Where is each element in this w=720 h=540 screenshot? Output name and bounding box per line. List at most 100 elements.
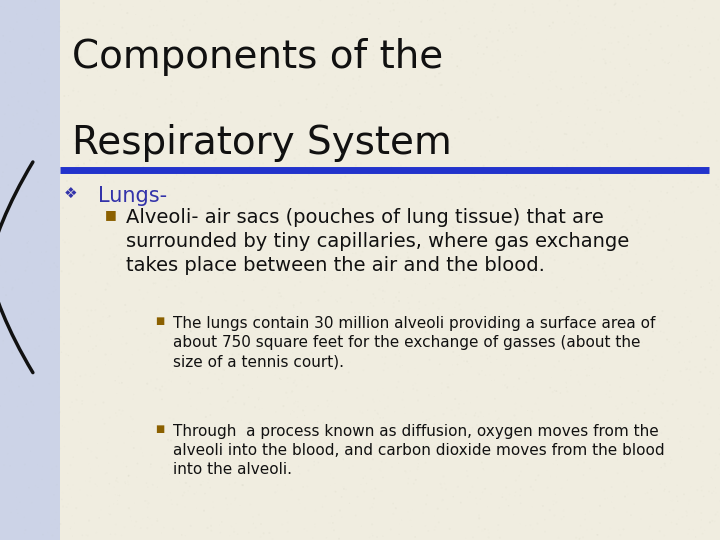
Point <box>597 45 608 53</box>
Point <box>600 390 612 399</box>
Point <box>133 80 145 89</box>
Point <box>559 366 571 374</box>
Point <box>204 483 216 492</box>
Point <box>475 90 487 99</box>
Point <box>18 355 30 364</box>
Point <box>662 407 673 415</box>
Point <box>251 440 263 448</box>
Point <box>100 303 112 312</box>
Point <box>476 43 487 52</box>
Point <box>639 134 650 143</box>
Point <box>474 193 486 202</box>
Point <box>665 103 676 112</box>
Point <box>564 441 576 450</box>
Point <box>17 167 29 176</box>
Point <box>320 331 331 340</box>
Point <box>12 402 23 411</box>
Point <box>119 231 130 240</box>
Point <box>377 353 388 361</box>
Point <box>36 260 48 268</box>
Point <box>662 335 673 344</box>
Point <box>62 28 73 36</box>
Point <box>153 69 164 77</box>
Point <box>161 125 172 134</box>
Point <box>628 281 639 290</box>
Point <box>318 321 329 330</box>
Point <box>397 87 408 96</box>
Point <box>357 188 369 197</box>
Point <box>20 96 32 105</box>
Point <box>519 165 531 174</box>
Point <box>192 147 204 156</box>
Point <box>690 532 701 540</box>
Point <box>428 299 439 308</box>
Point <box>498 467 510 476</box>
Point <box>497 381 508 389</box>
Point <box>182 361 194 369</box>
Point <box>654 453 665 462</box>
Point <box>371 240 382 249</box>
Point <box>539 515 551 524</box>
Point <box>328 42 339 50</box>
Point <box>404 0 415 7</box>
Point <box>227 393 238 401</box>
Point <box>6 442 18 450</box>
Point <box>423 64 434 72</box>
Point <box>137 448 148 457</box>
Point <box>264 302 275 311</box>
Point <box>433 178 445 186</box>
Point <box>264 529 275 537</box>
Point <box>112 496 123 505</box>
Point <box>89 98 100 106</box>
Point <box>484 352 495 361</box>
Point <box>178 41 189 50</box>
Point <box>83 322 94 331</box>
Point <box>328 58 340 67</box>
Point <box>606 393 617 401</box>
Point <box>559 130 570 138</box>
Point <box>301 247 312 255</box>
Point <box>541 467 553 475</box>
Point <box>678 86 690 94</box>
Point <box>88 0 99 8</box>
Point <box>320 534 332 540</box>
Point <box>463 107 474 116</box>
Point <box>462 180 474 188</box>
Point <box>513 265 525 274</box>
Point <box>101 157 112 166</box>
Point <box>668 197 680 205</box>
Point <box>701 342 712 351</box>
Point <box>498 341 510 350</box>
Point <box>385 525 397 534</box>
Point <box>232 281 243 290</box>
Point <box>66 398 78 407</box>
Point <box>456 21 468 30</box>
Point <box>85 465 96 474</box>
Point <box>318 246 329 254</box>
Point <box>238 399 250 408</box>
Point <box>521 361 533 370</box>
Point <box>713 183 720 191</box>
Point <box>12 18 23 26</box>
Point <box>41 69 53 78</box>
Point <box>328 474 339 482</box>
Point <box>703 105 714 113</box>
Point <box>183 388 194 397</box>
Point <box>712 157 720 165</box>
Point <box>653 210 665 218</box>
Point <box>387 499 399 508</box>
Point <box>73 408 85 416</box>
Point <box>266 163 277 171</box>
Point <box>645 39 657 48</box>
Point <box>540 335 552 343</box>
Point <box>40 238 52 246</box>
Point <box>143 499 154 508</box>
Point <box>271 303 282 312</box>
Point <box>584 427 595 435</box>
Point <box>86 250 98 259</box>
Point <box>137 69 148 78</box>
Point <box>211 171 222 180</box>
Point <box>393 82 405 91</box>
Point <box>174 284 185 293</box>
Point <box>553 315 564 324</box>
